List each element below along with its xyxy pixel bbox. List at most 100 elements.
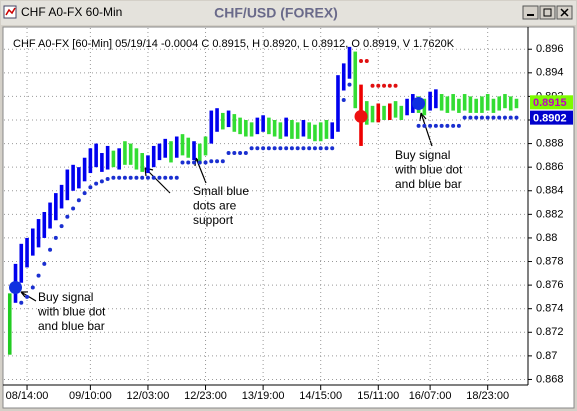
- price-bar: [100, 153, 104, 172]
- support-dot: [462, 115, 467, 120]
- y-tick-label: 0.888: [536, 137, 564, 149]
- y-tick-label: 0.872: [536, 326, 564, 338]
- support-dot: [215, 159, 220, 164]
- price-bar: [128, 143, 133, 165]
- support-dot: [312, 146, 317, 151]
- support-dot: [186, 160, 191, 165]
- minimize-button[interactable]: [522, 5, 539, 20]
- price-bar: [364, 101, 369, 125]
- price-bar: [405, 98, 409, 116]
- price-bar: [439, 94, 444, 111]
- y-tick-label: 0.88: [536, 232, 557, 244]
- y-tick-label: 0.886: [536, 161, 564, 173]
- support-dot: [318, 146, 323, 151]
- y-tick-label: 0.884: [536, 185, 564, 197]
- price-bar: [123, 141, 127, 165]
- support-dot: [266, 146, 271, 151]
- maximize-icon: [543, 8, 552, 17]
- x-tick-label: 13/19:00: [242, 390, 285, 402]
- price-bar: [267, 117, 271, 135]
- price-bar: [71, 164, 75, 191]
- window-buttons: [522, 5, 573, 20]
- price-bar: [134, 148, 139, 170]
- annotation: support: [193, 213, 234, 227]
- support-dot: [474, 115, 479, 120]
- price-label: 0.8902: [533, 113, 567, 125]
- support-dot: [76, 198, 81, 203]
- price-bar: [428, 91, 432, 111]
- x-tick-label: 08/14:00: [6, 390, 49, 402]
- support-dot: [203, 160, 208, 165]
- support-dot: [359, 59, 364, 64]
- price-bar: [88, 148, 93, 174]
- price-bar: [169, 141, 173, 163]
- window-title: CHF A0-FX 60-Min: [21, 5, 122, 19]
- price-bar: [59, 184, 64, 209]
- support-dot: [301, 146, 306, 151]
- price-bar: [42, 211, 47, 238]
- price-bar: [197, 143, 202, 163]
- price-bar: [255, 117, 260, 135]
- support-dot: [295, 146, 300, 151]
- price-bar: [192, 141, 196, 161]
- y-tick-label: 0.882: [536, 208, 564, 220]
- support-dot: [243, 151, 248, 156]
- support-dot: [71, 206, 76, 211]
- support-dot: [59, 224, 64, 229]
- price-label-box: [530, 95, 573, 110]
- x-tick-label: 12/23:00: [184, 390, 227, 402]
- price-bar: [353, 51, 358, 109]
- price-bar: [238, 117, 242, 135]
- close-icon: [560, 8, 569, 17]
- support-dot: [36, 273, 41, 278]
- annotation: with blue dot: [394, 163, 463, 177]
- support-dot: [25, 294, 30, 299]
- support-dot: [508, 115, 513, 120]
- support-dot: [48, 247, 53, 252]
- price-bar: [451, 94, 455, 111]
- y-tick-label: 0.878: [536, 255, 564, 267]
- price-bar: [94, 143, 98, 168]
- chart-area: [2, 26, 575, 409]
- price-bar: [307, 122, 311, 139]
- support-dot: [341, 97, 346, 102]
- price-bar: [376, 103, 381, 123]
- support-dot: [134, 175, 139, 180]
- price-label-box: [530, 110, 573, 125]
- chart-title: CHF/USD (FOREX): [214, 5, 338, 21]
- price-bar: [203, 136, 208, 156]
- price-bar: [341, 63, 346, 91]
- support-dot: [82, 191, 87, 196]
- support-dot: [197, 160, 202, 165]
- support-dot: [255, 146, 260, 151]
- price-bar: [19, 243, 24, 283]
- support-dot: [347, 82, 352, 87]
- annotation: Buy signal: [38, 290, 93, 304]
- support-dot: [226, 151, 231, 156]
- support-dot: [232, 151, 237, 156]
- price-bar: [491, 98, 496, 113]
- support-dot: [416, 123, 421, 128]
- support-dot: [53, 235, 58, 240]
- price-bar: [54, 193, 58, 221]
- price-bar: [382, 105, 386, 120]
- x-tick-label: 15/11:00: [357, 390, 399, 402]
- support-dot: [445, 123, 450, 128]
- y-tick-label: 0.87: [536, 350, 557, 362]
- price-bar: [151, 145, 156, 168]
- support-dot: [324, 146, 329, 151]
- price-bar: [278, 122, 283, 139]
- maximize-button[interactable]: [539, 5, 556, 20]
- support-dot: [307, 146, 312, 151]
- price-bar: [503, 94, 507, 109]
- x-tick-label: 12/03:00: [127, 390, 170, 402]
- window-icon-line: [5, 7, 16, 16]
- price-bar: [221, 112, 225, 130]
- support-dot: [272, 146, 277, 151]
- x-tick-label: 16/07:00: [409, 390, 452, 402]
- support-dot: [479, 115, 484, 120]
- support-dot: [456, 123, 461, 128]
- price-bar: [434, 89, 438, 109]
- support-dot: [174, 175, 179, 180]
